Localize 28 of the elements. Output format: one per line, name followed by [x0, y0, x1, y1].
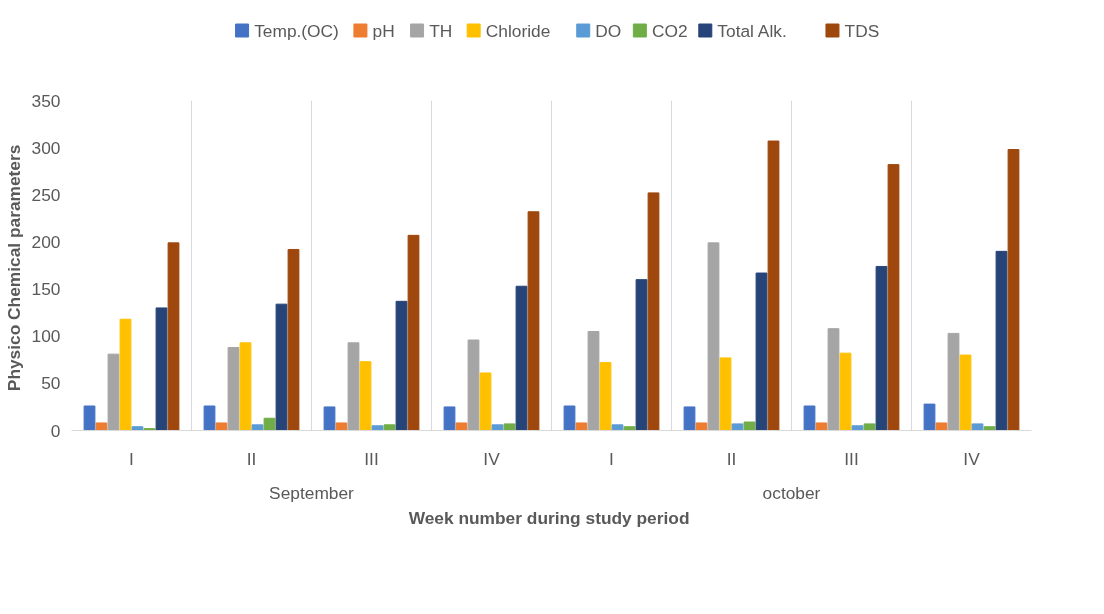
x-tick-label: IV: [963, 448, 981, 469]
x-tick-label: II: [246, 448, 257, 469]
y-tick-label: 0: [50, 420, 61, 441]
legend-label: CO2: [651, 20, 688, 41]
y-tick-label: 350: [31, 90, 61, 111]
x-tick-label: II: [726, 448, 737, 469]
legend-label: TH: [429, 20, 453, 41]
legend-label: Total Alk.: [717, 20, 787, 41]
x-tick-label: I: [609, 448, 614, 469]
x-tick-label: III: [364, 448, 379, 469]
legend-label: DO: [595, 20, 622, 41]
text: September: [269, 482, 355, 503]
x-tick-label: IV: [483, 448, 501, 469]
legend-label: TDS: [844, 20, 880, 41]
legend-label: Temp.(OC): [254, 20, 339, 41]
y-tick-label: 250: [31, 184, 61, 205]
legend-label: Chloride: [485, 20, 551, 41]
y-tick-label: 200: [31, 231, 61, 252]
y-axis-title: Physico Chemical parameters: [3, 144, 24, 392]
y-tick-label: 100: [31, 326, 61, 347]
y-tick-label: 300: [31, 137, 61, 158]
x-tick-label: I: [129, 448, 134, 469]
text: october: [762, 482, 821, 503]
y-tick-label: 50: [41, 373, 61, 394]
legend-label: pH: [372, 20, 395, 41]
x-tick-label: III: [844, 448, 859, 469]
y-tick-label: 150: [31, 279, 61, 300]
x-axis-title: Week number during study period: [408, 507, 690, 528]
